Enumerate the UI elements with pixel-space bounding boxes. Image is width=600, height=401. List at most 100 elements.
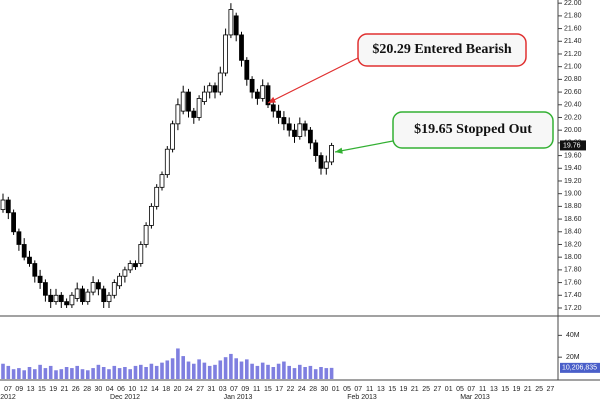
x-tick-label: 04: [106, 386, 114, 393]
y-tick-label: 20.80: [564, 76, 582, 83]
volume-bar: [245, 359, 249, 379]
volume-bar: [271, 367, 276, 379]
y-tick-label: 19.40: [564, 165, 582, 172]
candle-body: [101, 288, 107, 303]
candle-body: [228, 9, 234, 36]
y-tick-label: 18.40: [564, 229, 582, 236]
volume-bar: [282, 361, 286, 379]
volume-bar: [117, 368, 122, 379]
y-tick-label: 17.40: [564, 292, 582, 299]
x-tick-label: 15: [388, 386, 396, 393]
x-tick-label: 26: [72, 386, 80, 393]
candle-body: [244, 59, 250, 80]
y-tick-label: 17.80: [564, 267, 582, 274]
volume-bar: [154, 365, 159, 379]
volume-bar: [287, 365, 291, 379]
x-tick-label: 07: [467, 386, 475, 393]
annotation-arrow: [267, 57, 359, 104]
volume-bar: [43, 368, 48, 379]
y-tick-label: 21.20: [564, 51, 582, 58]
volume-bar: [144, 367, 148, 379]
volume-bar: [101, 367, 106, 379]
candle-body: [69, 294, 75, 306]
y-tick-label: 21.80: [564, 13, 582, 20]
candle-body: [143, 225, 149, 245]
volume-bar: [298, 364, 302, 379]
y-tick-label: 21.40: [564, 38, 582, 45]
candle-body: [323, 161, 329, 169]
y-tick-label: 20.60: [564, 89, 582, 96]
volume-bar: [22, 370, 26, 379]
y-tick-label: 18.80: [564, 203, 582, 210]
volume-bar: [17, 368, 21, 379]
volume-bar: [319, 367, 323, 379]
x-tick-label: 07: [354, 386, 362, 393]
x-tick-label: 13: [27, 386, 35, 393]
volume-bar: [223, 357, 228, 379]
volume-bar: [218, 360, 223, 379]
month-label: Feb 2013: [347, 394, 377, 401]
candle-body: [58, 294, 64, 303]
x-tick-label: 11: [479, 386, 486, 393]
candle-body: [27, 256, 32, 264]
volume-bar: [165, 360, 170, 379]
volume-bar: [308, 365, 313, 379]
x-tick-label: 27: [547, 386, 555, 393]
annotation-text: $19.65 Stopped Out: [414, 122, 532, 137]
candle-body: [148, 205, 154, 226]
volume-bar: [70, 368, 74, 379]
volume-bar: [197, 359, 201, 379]
x-tick-label: 05: [456, 386, 464, 393]
candle-body: [74, 288, 80, 299]
volume-bar: [313, 369, 318, 379]
volume-bar: [229, 353, 233, 379]
volume-bar: [303, 367, 307, 379]
volume-bar: [48, 365, 53, 379]
candle-body: [11, 212, 17, 233]
x-tick-label: 25: [535, 386, 543, 393]
x-tick-label: 11: [253, 386, 260, 393]
month-label: Jan 2013: [224, 394, 253, 401]
candle-body: [201, 91, 207, 102]
volume-bar: [123, 367, 127, 379]
annotation-arrowhead: [268, 96, 276, 103]
annotation-arrowhead: [335, 147, 343, 154]
volume-bar: [38, 364, 42, 379]
volume-bar: [213, 364, 217, 379]
candle-body: [270, 104, 276, 112]
y-tick-label: 18.00: [564, 254, 582, 261]
x-tick-label: 17: [275, 386, 283, 393]
candle-body: [265, 85, 271, 106]
candle-body: [32, 263, 38, 277]
x-tick-label: 07: [4, 386, 12, 393]
volume-bar: [181, 356, 185, 379]
last-price-box: [560, 140, 586, 151]
x-tick-label: 10: [128, 386, 136, 393]
candle-body: [260, 85, 266, 99]
y-tick-label: 20.00: [564, 127, 582, 134]
y-tick-label: 22.00: [564, 0, 582, 7]
candle-body: [85, 291, 91, 303]
x-tick-label: 19: [49, 386, 57, 393]
last-volume-box: [560, 362, 600, 373]
candle-body: [318, 155, 324, 169]
candle-body: [0, 199, 6, 210]
last-price-label: 19.76: [563, 142, 581, 149]
x-tick-label: 11: [366, 386, 373, 393]
x-tick-label: 19: [400, 386, 408, 393]
month-label: Dec 2012: [110, 394, 140, 401]
candle-body: [239, 34, 244, 61]
volume-bar: [202, 362, 207, 379]
y-tick-label: 19.60: [564, 152, 582, 159]
volume-bar: [170, 358, 175, 379]
candle-body: [170, 123, 176, 150]
annotation-box: [357, 33, 527, 67]
candle-body: [154, 186, 160, 207]
candle-body: [5, 199, 11, 214]
volume-bar: [86, 370, 90, 379]
x-tick-label: 21: [524, 386, 532, 393]
volume-bar: [239, 361, 244, 379]
volume-bar: [149, 363, 154, 379]
volume-bar: [133, 365, 138, 379]
